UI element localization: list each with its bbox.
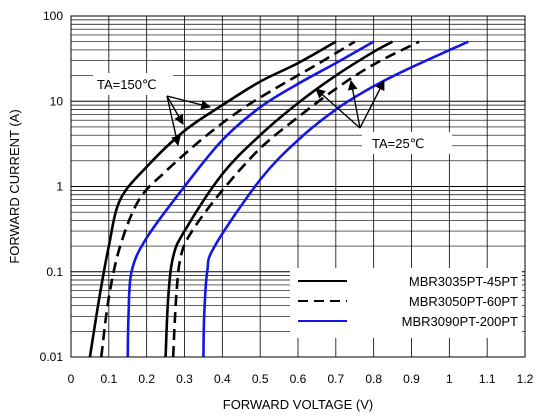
x-tick-label: 0.4 [214, 372, 231, 386]
x-axis-title: FORWARD VOLTAGE (V) [223, 397, 373, 412]
annotation-bg [362, 132, 452, 154]
annotation-arrow [166, 95, 181, 146]
annotation-ta150: TA=150℃ [97, 77, 157, 92]
annotation-arrow [359, 80, 385, 129]
x-tick-label: 1 [446, 372, 453, 386]
x-tick-label: 0.7 [327, 372, 344, 386]
series-line-3 [126, 40, 375, 357]
x-tick-label: 0.1 [100, 372, 117, 386]
series-line-2 [99, 40, 356, 357]
y-axis-title: FORWARD CURRENT (A) [7, 109, 22, 263]
annotation-arrow [347, 80, 361, 129]
series-line-5 [171, 40, 420, 357]
series-line-1 [88, 40, 337, 357]
annotation-arrow [166, 95, 184, 125]
y-tick-label: 1 [56, 180, 63, 194]
x-tick-label: 1.2 [517, 372, 534, 386]
legend-label: MBR3050PT-60PT [409, 294, 518, 309]
y-tick-label: 10 [50, 94, 64, 108]
x-tick-label: 0.9 [403, 372, 420, 386]
y-tick-label: 0.01 [40, 350, 64, 364]
annotation-arrow [315, 88, 361, 129]
legend-label: MBR3035PT-45PT [409, 274, 518, 289]
series-line-6 [202, 40, 469, 357]
annotation-arrow [166, 95, 211, 110]
legend-box [290, 268, 522, 338]
x-tick-label: 0.3 [176, 372, 193, 386]
x-tick-label: 0.6 [290, 372, 307, 386]
plot-frame [70, 15, 526, 358]
y-tick-label: 0.1 [46, 265, 63, 279]
annotation-ta25: TA=25℃ [372, 136, 424, 151]
series-line-4 [164, 40, 394, 357]
legend-label: MBR3090PT-200PT [402, 314, 518, 329]
legend: MBR3035PT-45PT MBR3050PT-60PT MBR3090PT-20… [290, 268, 522, 338]
x-tick-label: 0.2 [138, 372, 155, 386]
x-tick-label: 0 [68, 372, 75, 386]
x-tick-label: 0.8 [365, 372, 382, 386]
x-tick-label: 1.1 [479, 372, 496, 386]
annotations: TA=150℃ TA=25℃ [93, 73, 452, 154]
x-tick-label: 0.5 [252, 372, 269, 386]
annotation-bg [93, 73, 173, 95]
series-layer [88, 40, 469, 357]
y-tick-label: 100 [43, 9, 63, 23]
tick-labels: 0 0.1 0.2 0.3 0.4 0.5 0.6 0.7 0.8 0.9 1 1.1 1.2 0.01 0… [40, 9, 534, 386]
